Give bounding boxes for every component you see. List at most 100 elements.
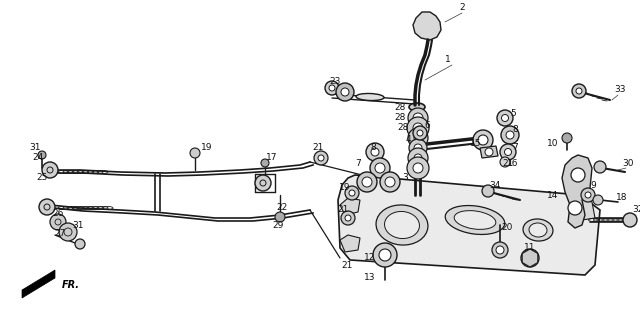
Circle shape xyxy=(373,243,397,267)
Circle shape xyxy=(408,128,428,148)
Circle shape xyxy=(190,148,200,158)
Text: 26: 26 xyxy=(52,209,64,218)
Text: 20: 20 xyxy=(501,223,513,233)
Ellipse shape xyxy=(445,205,505,235)
Circle shape xyxy=(500,157,510,167)
Circle shape xyxy=(414,144,422,152)
Circle shape xyxy=(496,246,504,254)
Circle shape xyxy=(39,199,55,215)
Circle shape xyxy=(482,185,494,197)
Circle shape xyxy=(261,159,269,167)
Text: 29: 29 xyxy=(272,220,284,229)
Circle shape xyxy=(478,135,488,145)
Text: 19: 19 xyxy=(201,143,212,153)
Text: 10: 10 xyxy=(547,139,559,148)
Circle shape xyxy=(413,123,423,133)
Text: 16: 16 xyxy=(508,158,519,167)
Ellipse shape xyxy=(529,223,547,237)
Circle shape xyxy=(407,117,429,139)
Circle shape xyxy=(371,148,379,156)
Ellipse shape xyxy=(376,205,428,245)
Text: 21: 21 xyxy=(337,205,349,214)
Ellipse shape xyxy=(409,103,425,111)
Text: 8: 8 xyxy=(370,143,376,153)
Text: 17: 17 xyxy=(266,153,278,162)
Circle shape xyxy=(562,133,572,143)
Ellipse shape xyxy=(385,212,419,238)
Circle shape xyxy=(379,249,391,261)
Text: 2: 2 xyxy=(459,4,465,12)
Circle shape xyxy=(417,130,423,136)
Circle shape xyxy=(275,212,285,222)
Polygon shape xyxy=(22,270,55,298)
Polygon shape xyxy=(338,175,600,275)
Circle shape xyxy=(414,134,422,142)
Text: 28: 28 xyxy=(394,102,406,111)
Circle shape xyxy=(413,126,427,140)
Circle shape xyxy=(357,172,377,192)
Circle shape xyxy=(585,192,591,198)
Circle shape xyxy=(593,195,603,205)
Text: 33: 33 xyxy=(614,85,626,94)
Circle shape xyxy=(50,214,66,230)
Text: 31: 31 xyxy=(72,220,84,229)
Polygon shape xyxy=(340,235,360,252)
Circle shape xyxy=(314,151,328,165)
Circle shape xyxy=(576,88,582,94)
Circle shape xyxy=(325,81,339,95)
Circle shape xyxy=(38,151,46,159)
Circle shape xyxy=(413,163,423,173)
Text: 30: 30 xyxy=(622,158,634,167)
Circle shape xyxy=(414,154,422,162)
Circle shape xyxy=(594,161,606,173)
Text: 7: 7 xyxy=(355,159,361,169)
Circle shape xyxy=(380,172,400,192)
Circle shape xyxy=(59,223,77,241)
Circle shape xyxy=(336,83,354,101)
Circle shape xyxy=(485,148,493,156)
Text: 19: 19 xyxy=(339,183,351,193)
Text: 23: 23 xyxy=(330,77,340,86)
Text: 12: 12 xyxy=(364,253,376,262)
Circle shape xyxy=(409,139,427,157)
Text: 7: 7 xyxy=(512,142,518,151)
Circle shape xyxy=(407,157,429,179)
Ellipse shape xyxy=(454,211,496,229)
Circle shape xyxy=(572,84,586,98)
Text: 3: 3 xyxy=(402,172,408,181)
Text: 15: 15 xyxy=(470,140,482,148)
Polygon shape xyxy=(480,146,498,158)
Text: 25: 25 xyxy=(36,173,48,182)
Circle shape xyxy=(345,186,359,200)
Circle shape xyxy=(318,155,324,161)
Circle shape xyxy=(501,126,519,144)
Circle shape xyxy=(366,143,384,161)
Circle shape xyxy=(568,201,582,215)
Circle shape xyxy=(500,144,516,160)
Circle shape xyxy=(255,175,271,191)
Text: 13: 13 xyxy=(364,273,376,282)
Text: 9: 9 xyxy=(590,180,596,189)
Text: 31: 31 xyxy=(29,143,41,153)
Polygon shape xyxy=(340,198,360,215)
Text: 28: 28 xyxy=(397,124,409,132)
Text: 22: 22 xyxy=(276,204,287,212)
Circle shape xyxy=(526,254,534,262)
Text: 1: 1 xyxy=(445,55,451,65)
Circle shape xyxy=(408,108,428,128)
Circle shape xyxy=(506,131,514,139)
Text: 18: 18 xyxy=(616,194,628,203)
Circle shape xyxy=(349,190,355,196)
Circle shape xyxy=(341,211,355,225)
Circle shape xyxy=(42,162,58,178)
Text: 11: 11 xyxy=(524,244,536,252)
Text: 4: 4 xyxy=(405,135,411,145)
Text: 14: 14 xyxy=(547,190,559,199)
Text: 5: 5 xyxy=(510,108,516,117)
Circle shape xyxy=(75,239,85,249)
Circle shape xyxy=(502,115,509,122)
Text: 34: 34 xyxy=(490,180,500,189)
Polygon shape xyxy=(562,155,592,228)
Ellipse shape xyxy=(523,219,553,241)
Circle shape xyxy=(362,177,372,187)
